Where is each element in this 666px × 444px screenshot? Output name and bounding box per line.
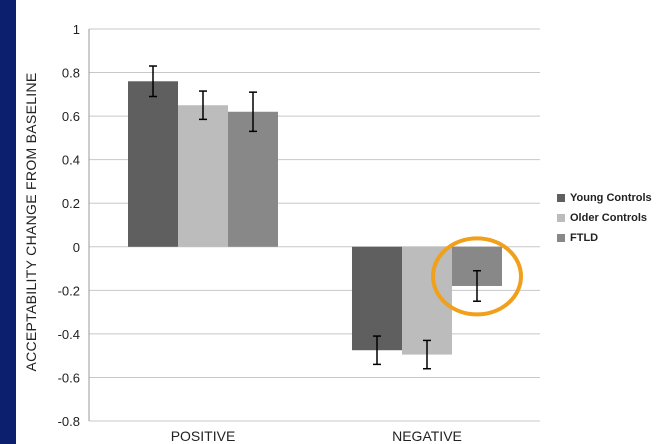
y-tick-label: -0.8 — [58, 414, 80, 429]
legend-label: FTLD — [570, 232, 599, 244]
y-tick-label: -0.2 — [58, 283, 80, 298]
y-axis-label: ACCEPTABILITY CHANGE FROM BASELINE — [23, 72, 39, 372]
y-tick-label: 0.4 — [62, 153, 80, 168]
legend-label: Older Controls — [570, 212, 648, 224]
bar-positive-young-controls — [128, 81, 178, 247]
y-tick-label: -0.4 — [58, 327, 80, 342]
x-tick-label: POSITIVE — [171, 428, 236, 444]
y-tick-label: 0.6 — [62, 109, 80, 124]
highlight-circle — [431, 236, 523, 317]
legend-item: Older Controls — [557, 208, 652, 228]
legend-item: FTLD — [557, 228, 652, 248]
legend-swatch — [557, 194, 565, 202]
y-tick-label: 0.2 — [62, 196, 80, 211]
x-tick-label: NEGATIVE — [392, 428, 462, 444]
bar-positive-older-controls — [178, 105, 228, 247]
y-tick-label: 1 — [73, 22, 80, 37]
legend: Young Controls Older Controls FTLD — [557, 188, 652, 248]
bar-negative-young-controls — [352, 246, 402, 351]
legend-swatch — [557, 234, 565, 242]
bar-positive-ftld — [228, 111, 278, 247]
y-tick-label: 0 — [73, 240, 80, 255]
y-tick-label: -0.6 — [58, 370, 80, 385]
y-tick-label: 0.8 — [62, 66, 80, 81]
legend-label: Young Controls — [570, 192, 652, 204]
legend-swatch — [557, 214, 565, 222]
legend-item: Young Controls — [557, 188, 652, 208]
chart-frame — [16, 0, 666, 444]
